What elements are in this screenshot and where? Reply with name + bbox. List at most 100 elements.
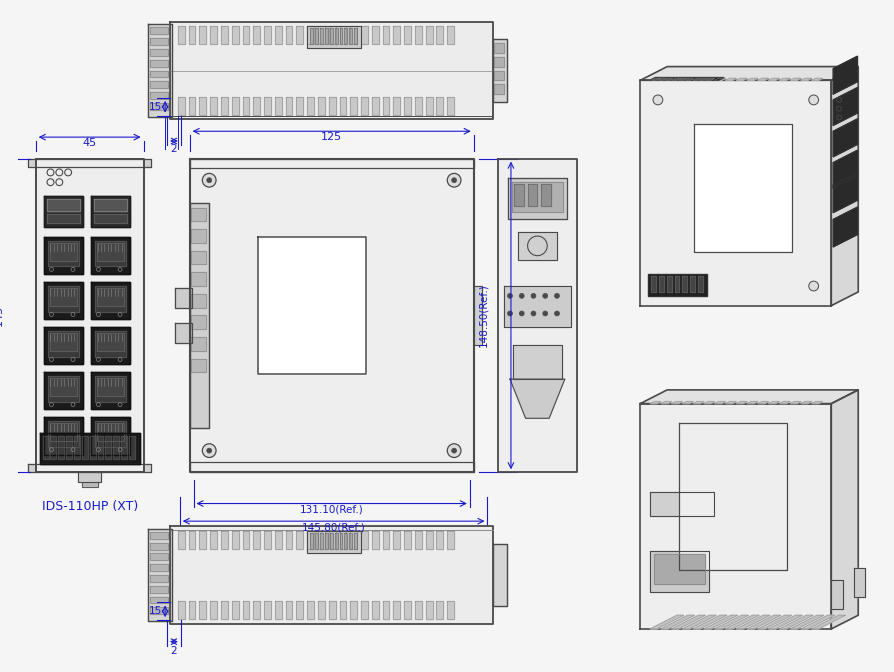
Polygon shape	[812, 615, 846, 629]
Polygon shape	[285, 26, 292, 44]
Polygon shape	[150, 103, 168, 110]
Polygon shape	[393, 601, 401, 619]
Polygon shape	[97, 333, 124, 351]
Circle shape	[809, 281, 819, 291]
Polygon shape	[264, 97, 271, 115]
Polygon shape	[682, 615, 716, 629]
Polygon shape	[329, 26, 335, 44]
Polygon shape	[340, 28, 342, 44]
Polygon shape	[274, 531, 282, 548]
Text: 2: 2	[171, 144, 177, 154]
Polygon shape	[190, 251, 207, 265]
Polygon shape	[150, 564, 168, 571]
Polygon shape	[310, 533, 313, 548]
Polygon shape	[308, 601, 314, 619]
Polygon shape	[308, 531, 314, 548]
Polygon shape	[47, 331, 79, 357]
Polygon shape	[344, 28, 348, 44]
Polygon shape	[704, 615, 738, 629]
Polygon shape	[190, 229, 207, 243]
Polygon shape	[747, 402, 758, 404]
Polygon shape	[274, 601, 282, 619]
Polygon shape	[354, 533, 357, 548]
Polygon shape	[426, 97, 433, 115]
Polygon shape	[150, 607, 168, 614]
Polygon shape	[372, 26, 379, 44]
Polygon shape	[178, 97, 185, 115]
Polygon shape	[82, 482, 97, 487]
Polygon shape	[404, 26, 411, 44]
Polygon shape	[436, 601, 443, 619]
Polygon shape	[253, 601, 260, 619]
Polygon shape	[221, 531, 228, 548]
Polygon shape	[297, 531, 303, 548]
Polygon shape	[329, 601, 335, 619]
Polygon shape	[361, 531, 368, 548]
Polygon shape	[671, 78, 682, 80]
Polygon shape	[854, 568, 865, 597]
Polygon shape	[258, 237, 366, 374]
Circle shape	[451, 178, 457, 183]
Polygon shape	[661, 615, 695, 629]
Polygon shape	[274, 26, 282, 44]
Polygon shape	[426, 601, 433, 619]
Text: 45: 45	[82, 138, 97, 148]
Polygon shape	[833, 119, 857, 157]
Polygon shape	[129, 436, 135, 460]
Polygon shape	[221, 97, 228, 115]
Circle shape	[809, 95, 819, 105]
Polygon shape	[199, 601, 207, 619]
Polygon shape	[652, 79, 659, 80]
Polygon shape	[308, 531, 361, 552]
Polygon shape	[95, 421, 126, 447]
Polygon shape	[190, 159, 474, 472]
Polygon shape	[801, 78, 812, 80]
Polygon shape	[95, 376, 126, 402]
Circle shape	[508, 294, 512, 298]
Polygon shape	[833, 56, 857, 94]
Polygon shape	[297, 601, 303, 619]
Polygon shape	[704, 78, 715, 80]
Polygon shape	[210, 531, 217, 548]
Polygon shape	[504, 286, 570, 327]
Polygon shape	[189, 26, 196, 44]
Text: IDS-110HP (XT): IDS-110HP (XT)	[41, 500, 138, 513]
Polygon shape	[210, 601, 217, 619]
Polygon shape	[189, 97, 196, 115]
Polygon shape	[415, 97, 422, 115]
Polygon shape	[121, 436, 127, 460]
Polygon shape	[404, 97, 411, 115]
Polygon shape	[383, 531, 390, 548]
Polygon shape	[44, 282, 83, 319]
Polygon shape	[46, 199, 80, 210]
Polygon shape	[242, 531, 249, 548]
Polygon shape	[190, 359, 207, 372]
Circle shape	[543, 294, 548, 298]
Polygon shape	[308, 26, 361, 48]
Polygon shape	[780, 615, 814, 629]
Polygon shape	[666, 79, 673, 80]
Polygon shape	[512, 182, 563, 212]
Circle shape	[207, 448, 212, 453]
Polygon shape	[330, 533, 333, 548]
Polygon shape	[150, 81, 168, 88]
Polygon shape	[232, 531, 239, 548]
Polygon shape	[514, 184, 524, 206]
Polygon shape	[285, 601, 292, 619]
Circle shape	[554, 294, 560, 298]
Polygon shape	[650, 78, 661, 80]
Polygon shape	[199, 97, 207, 115]
Polygon shape	[150, 597, 168, 603]
Polygon shape	[264, 26, 271, 44]
Polygon shape	[690, 276, 696, 292]
Polygon shape	[253, 531, 260, 548]
Polygon shape	[189, 531, 196, 548]
Polygon shape	[199, 531, 207, 548]
Polygon shape	[318, 531, 325, 548]
Polygon shape	[97, 423, 124, 441]
Polygon shape	[340, 531, 346, 548]
Polygon shape	[640, 80, 831, 306]
Polygon shape	[508, 178, 567, 220]
Polygon shape	[178, 531, 185, 548]
Polygon shape	[170, 526, 493, 624]
